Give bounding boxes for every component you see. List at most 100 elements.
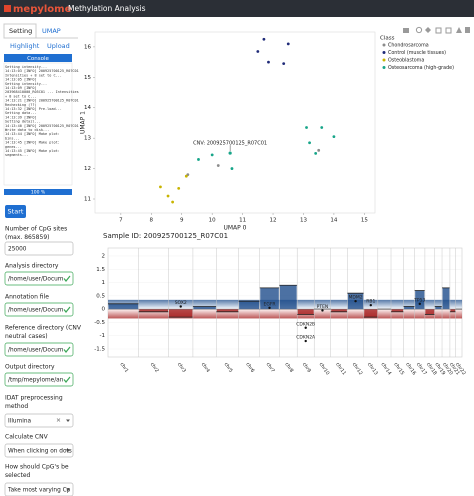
legend-marker[interactable] [382, 58, 386, 62]
tool-pan[interactable] [425, 27, 431, 33]
y-tick-label: 1.5 [96, 267, 105, 273]
point[interactable] [286, 42, 290, 46]
y-axis-label: UMAP 1 [80, 111, 87, 134]
console-line: 14:13:32 [INFO] Pre-load... [5, 107, 62, 111]
field-label: selected [5, 472, 31, 479]
gene-point[interactable] [369, 303, 372, 307]
y-tick-label: 13 [84, 136, 91, 142]
logo-icon [4, 5, 11, 12]
field-value[interactable]: Illumina [8, 418, 32, 424]
field-input[interactable] [4, 271, 74, 286]
console-line: Setting data... [5, 111, 37, 115]
legend-label[interactable]: Control (muscle tissues) [388, 50, 446, 56]
check-icon [63, 306, 71, 313]
gene-point[interactable] [268, 306, 271, 310]
gene-point[interactable] [321, 309, 324, 312]
legend-marker[interactable] [382, 43, 386, 47]
gene-point[interactable] [418, 302, 421, 306]
x-tick-label: 11 [239, 218, 246, 224]
gene-label: CDKN2B [296, 321, 315, 327]
legend-marker[interactable] [382, 51, 386, 54]
field-label: Calculate CNV [5, 434, 49, 441]
field-value[interactable]: /home/user/Docum [8, 347, 64, 353]
x-tick-label: 13 [300, 218, 307, 224]
field-value[interactable]: Take most varying Cp [7, 487, 71, 493]
point[interactable] [256, 50, 260, 53]
console-title: Console [27, 56, 49, 62]
gene-point[interactable] [179, 305, 182, 308]
point[interactable] [230, 167, 234, 170]
field-value[interactable]: /home/user/Docum [8, 276, 64, 282]
console-line: 14:13:45 [INFO] Make plot: [5, 149, 60, 153]
console-line: bins... [5, 136, 20, 140]
start-label[interactable]: Start [8, 208, 24, 216]
point[interactable] [166, 194, 170, 198]
tool-zoom-in[interactable] [435, 27, 442, 34]
legend-label[interactable]: Osteosarcoma (high-grade) [388, 65, 454, 71]
button[interactable]: Upload [47, 42, 70, 50]
point[interactable] [210, 153, 214, 157]
point[interactable] [332, 135, 336, 139]
toolbar [403, 26, 470, 34]
field-value[interactable]: When clicking on dots [8, 448, 72, 454]
tool-autoscale[interactable] [456, 27, 462, 33]
point[interactable] [267, 60, 270, 64]
x-tick-label: chr4 [200, 362, 211, 374]
console-line: 14:13:21 [INFO] 200925700125_R07C01 [5, 99, 79, 103]
x-tick-label: chr1 [118, 362, 129, 374]
field-input[interactable] [4, 482, 74, 496]
field-input[interactable] [4, 413, 74, 428]
tool-zoom-out[interactable] [445, 27, 452, 34]
y-tick-label: -1.5 [94, 347, 105, 353]
point[interactable] [197, 158, 200, 161]
point[interactable] [262, 37, 266, 41]
button[interactable]: Highlight [10, 42, 40, 50]
gene-point[interactable] [304, 339, 307, 343]
point[interactable] [282, 62, 286, 66]
tool-camera[interactable] [403, 28, 409, 33]
point[interactable] [216, 164, 220, 167]
field-input[interactable] [4, 342, 74, 357]
field-input[interactable] [4, 241, 74, 256]
point[interactable] [184, 174, 188, 178]
tab-active[interactable] [3, 23, 37, 39]
cnv-bar [297, 309, 314, 315]
x-tick-label: chr15 [392, 362, 405, 377]
progress-label: 100 % [31, 190, 46, 196]
point[interactable] [171, 200, 175, 204]
y-tick-label: 1 [102, 280, 106, 286]
console-line: 14:13:05 [INFO] [5, 78, 37, 82]
point[interactable] [177, 186, 181, 190]
point[interactable] [305, 126, 308, 129]
gene-point[interactable] [304, 326, 307, 329]
tool-reset[interactable] [465, 27, 470, 33]
field-input[interactable] [4, 443, 74, 458]
cnv-bar [450, 309, 456, 312]
start-button[interactable] [5, 205, 26, 218]
clear-icon[interactable] [56, 418, 61, 422]
point[interactable] [308, 141, 311, 145]
point[interactable] [314, 151, 318, 155]
field-value[interactable]: /home/user/Docum [8, 307, 64, 313]
console-line: genes... [5, 145, 22, 149]
legend-label[interactable]: Chondrosarcoma [388, 43, 429, 49]
point[interactable] [320, 126, 324, 129]
tab[interactable]: UMAP [42, 27, 61, 35]
field-input[interactable] [4, 372, 74, 387]
legend-label[interactable]: Osteoblastoma [388, 58, 424, 64]
point[interactable] [159, 185, 162, 189]
field-value[interactable]: 25000 [8, 246, 27, 252]
legend-marker[interactable] [382, 66, 386, 69]
cnv-bar [331, 309, 347, 312]
tool-zoom[interactable] [415, 26, 423, 34]
point[interactable] [317, 148, 321, 152]
cnv-bar [364, 309, 378, 318]
gene-point[interactable] [354, 299, 357, 303]
header-bar [0, 0, 474, 17]
field-value[interactable]: /tmp/mepylome/an [8, 377, 64, 383]
console-box [3, 62, 73, 186]
console-bar[interactable] [4, 54, 72, 62]
select-arrow [66, 419, 70, 422]
field-input[interactable] [4, 302, 74, 317]
tab[interactable]: Setting [9, 27, 32, 35]
